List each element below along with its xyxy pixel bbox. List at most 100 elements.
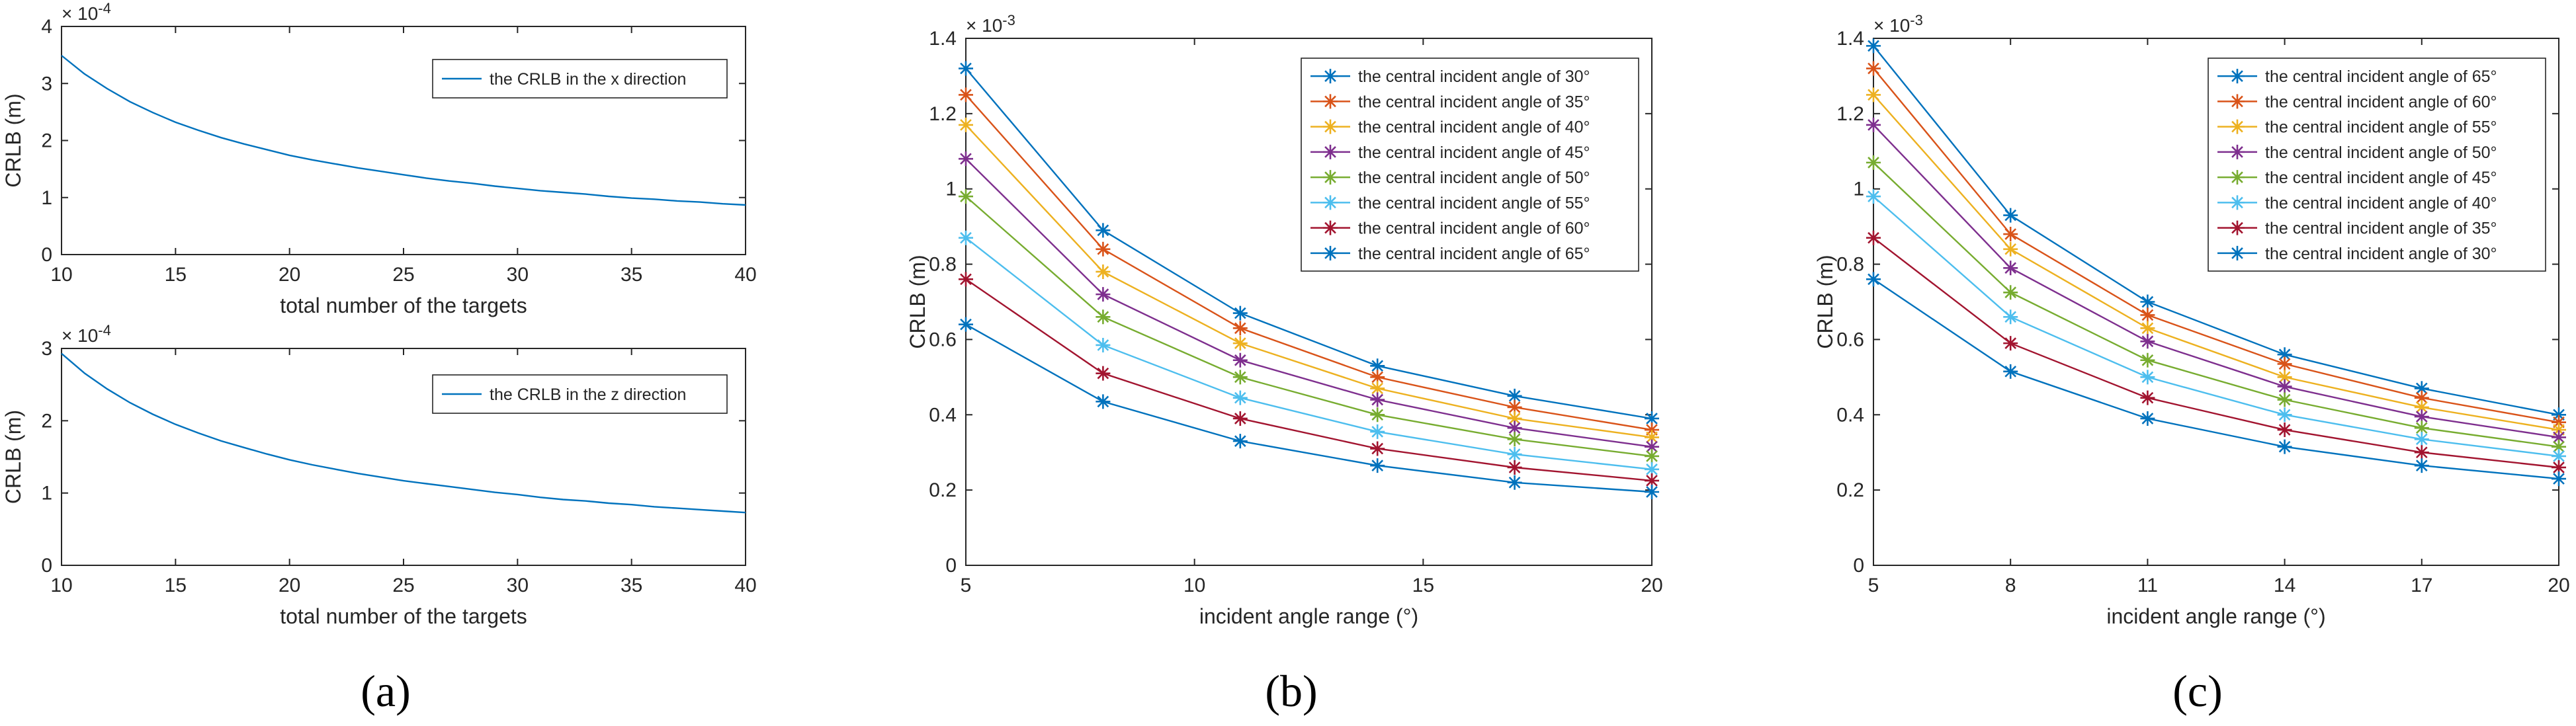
data-point-b-1-4 bbox=[1507, 399, 1522, 415]
data-point-c-0-4 bbox=[2414, 381, 2429, 396]
data-point-c-5-1 bbox=[2003, 309, 2018, 325]
legend-entry-b-3: the central incident angle of 45° bbox=[1358, 143, 1590, 162]
y-tick-label: 0.6 bbox=[1836, 329, 1864, 350]
y-tick-label: 1.4 bbox=[929, 28, 957, 50]
data-point-b-2-5 bbox=[1645, 430, 1659, 445]
data-point-c-2-2 bbox=[2140, 321, 2155, 336]
data-point-c-4-0 bbox=[1866, 155, 1881, 170]
legend-entry-b-1: the central incident angle of 35° bbox=[1358, 93, 1590, 111]
x-tick-label: 35 bbox=[621, 264, 642, 286]
series-line-b-5 bbox=[965, 237, 1653, 470]
data-point-b-0-3 bbox=[1370, 358, 1385, 374]
data-point-c-3-1 bbox=[2003, 261, 2018, 276]
x-axis-label: incident angle range (°) bbox=[2106, 604, 2325, 628]
data-point-c-0-2 bbox=[2140, 294, 2155, 309]
x-tick-label: 40 bbox=[734, 575, 756, 596]
data-point-b-2-3 bbox=[1370, 381, 1385, 396]
x-tick-label: 40 bbox=[734, 264, 756, 286]
y-tick-label: 2 bbox=[41, 130, 52, 152]
x-axis-label: total number of the targets bbox=[280, 604, 527, 628]
data-point-c-3-0 bbox=[1866, 117, 1881, 132]
x-tick-label: 10 bbox=[50, 575, 72, 596]
data-point-c-3-3 bbox=[2277, 379, 2292, 394]
legend-entry-a_bottom-0: the CRLB in the z direction bbox=[490, 385, 686, 404]
legend-marker bbox=[1323, 220, 1338, 235]
data-point-b-3-5 bbox=[1645, 439, 1659, 454]
data-point-b-2-2 bbox=[1232, 336, 1248, 351]
data-point-b-4-4 bbox=[1507, 432, 1522, 447]
legend-marker bbox=[2230, 245, 2245, 261]
legend-marker bbox=[2230, 170, 2245, 185]
data-point-b-1-0 bbox=[959, 87, 973, 102]
series-line-c-3 bbox=[1873, 124, 2559, 438]
data-point-c-3-2 bbox=[2140, 334, 2155, 349]
data-point-c-6-5 bbox=[2552, 460, 2566, 475]
x-tick-label: 20 bbox=[2548, 575, 2569, 596]
legend-marker bbox=[1323, 119, 1338, 134]
data-point-b-3-2 bbox=[1232, 352, 1248, 368]
y-tick-label: 0.6 bbox=[929, 329, 957, 350]
data-point-c-2-4 bbox=[2414, 399, 2429, 415]
y-exponent-label: × 10-4 bbox=[62, 322, 111, 346]
data-point-c-7-5 bbox=[2552, 471, 2566, 487]
series-line-b-7 bbox=[965, 323, 1653, 493]
y-exponent-label: × 10-3 bbox=[966, 12, 1015, 36]
x-tick-label: 20 bbox=[1641, 575, 1662, 596]
data-point-b-6-5 bbox=[1645, 473, 1659, 488]
data-point-b-5-3 bbox=[1370, 424, 1385, 439]
legend-entry-b-4: the central incident angle of 50° bbox=[1358, 169, 1590, 187]
panel-label-a: (a) bbox=[361, 666, 410, 716]
series-line-b-1 bbox=[965, 94, 1653, 431]
data-point-b-6-3 bbox=[1370, 441, 1385, 456]
data-point-c-5-4 bbox=[2414, 432, 2429, 447]
legend-entry-c-1: the central incident angle of 60° bbox=[2265, 93, 2497, 111]
legend-box-a_top bbox=[432, 59, 728, 99]
legend-entry-a_top-0: the CRLB in the x direction bbox=[490, 70, 686, 89]
data-point-b-3-3 bbox=[1370, 392, 1385, 407]
y-tick-label: 1 bbox=[41, 483, 52, 504]
legend-entry-b-2: the central incident angle of 40° bbox=[1358, 118, 1590, 137]
data-point-b-4-5 bbox=[1645, 448, 1659, 464]
data-point-b-4-3 bbox=[1370, 407, 1385, 423]
x-tick-label: 25 bbox=[392, 575, 414, 596]
data-point-b-3-1 bbox=[1095, 287, 1111, 302]
data-point-c-4-4 bbox=[2414, 421, 2429, 436]
y-tick-label: 0 bbox=[1853, 555, 1864, 577]
x-tick-label: 35 bbox=[621, 575, 642, 596]
data-point-b-1-2 bbox=[1232, 321, 1248, 336]
x-tick-label: 8 bbox=[2005, 575, 2016, 596]
series-line-b-6 bbox=[965, 278, 1653, 482]
y-tick-label: 1 bbox=[945, 179, 957, 200]
data-point-b-7-2 bbox=[1232, 434, 1248, 449]
legend-box-b bbox=[1301, 58, 1639, 272]
chart-c: 5 8 11 14 17 20 0 0.2 0.4 0.6 0.8 1 1.2 1.4 × 10-3 inci… bbox=[1813, 12, 2570, 628]
x-tick-label: 30 bbox=[507, 264, 529, 286]
data-point-c-6-1 bbox=[2003, 336, 2018, 351]
data-point-b-5-1 bbox=[1095, 337, 1111, 352]
y-tick-label: 0.8 bbox=[1836, 254, 1864, 276]
data-point-c-5-5 bbox=[2552, 448, 2566, 464]
data-point-c-7-2 bbox=[2140, 411, 2155, 426]
legend-entry-c-0: the central incident angle of 65° bbox=[2265, 67, 2497, 86]
data-point-b-4-2 bbox=[1232, 370, 1248, 385]
y-tick-label: 0 bbox=[41, 244, 52, 266]
y-tick-label: 3 bbox=[41, 73, 52, 95]
legend-entry-c-4: the central incident angle of 45° bbox=[2265, 169, 2497, 187]
data-point-b-2-4 bbox=[1507, 411, 1522, 426]
legend-marker bbox=[1323, 245, 1338, 261]
y-tick-label: 0 bbox=[41, 555, 52, 577]
data-point-c-6-4 bbox=[2414, 445, 2429, 460]
x-tick-label: 14 bbox=[2274, 575, 2296, 596]
legend-marker bbox=[1323, 170, 1338, 185]
y-tick-label: 0.4 bbox=[1836, 404, 1864, 426]
data-point-c-7-1 bbox=[2003, 364, 2018, 379]
y-tick-label: 0 bbox=[945, 555, 957, 577]
data-point-c-4-2 bbox=[2140, 352, 2155, 368]
legend-entry-c-7: the central incident angle of 30° bbox=[2265, 245, 2497, 263]
y-tick-label: 1.2 bbox=[1836, 103, 1864, 125]
series-line-c-1 bbox=[1873, 67, 2559, 423]
x-tick-label: 10 bbox=[50, 264, 72, 286]
y-tick-label: 0.8 bbox=[929, 254, 957, 276]
x-axis-label: incident angle range (°) bbox=[1199, 604, 1418, 628]
